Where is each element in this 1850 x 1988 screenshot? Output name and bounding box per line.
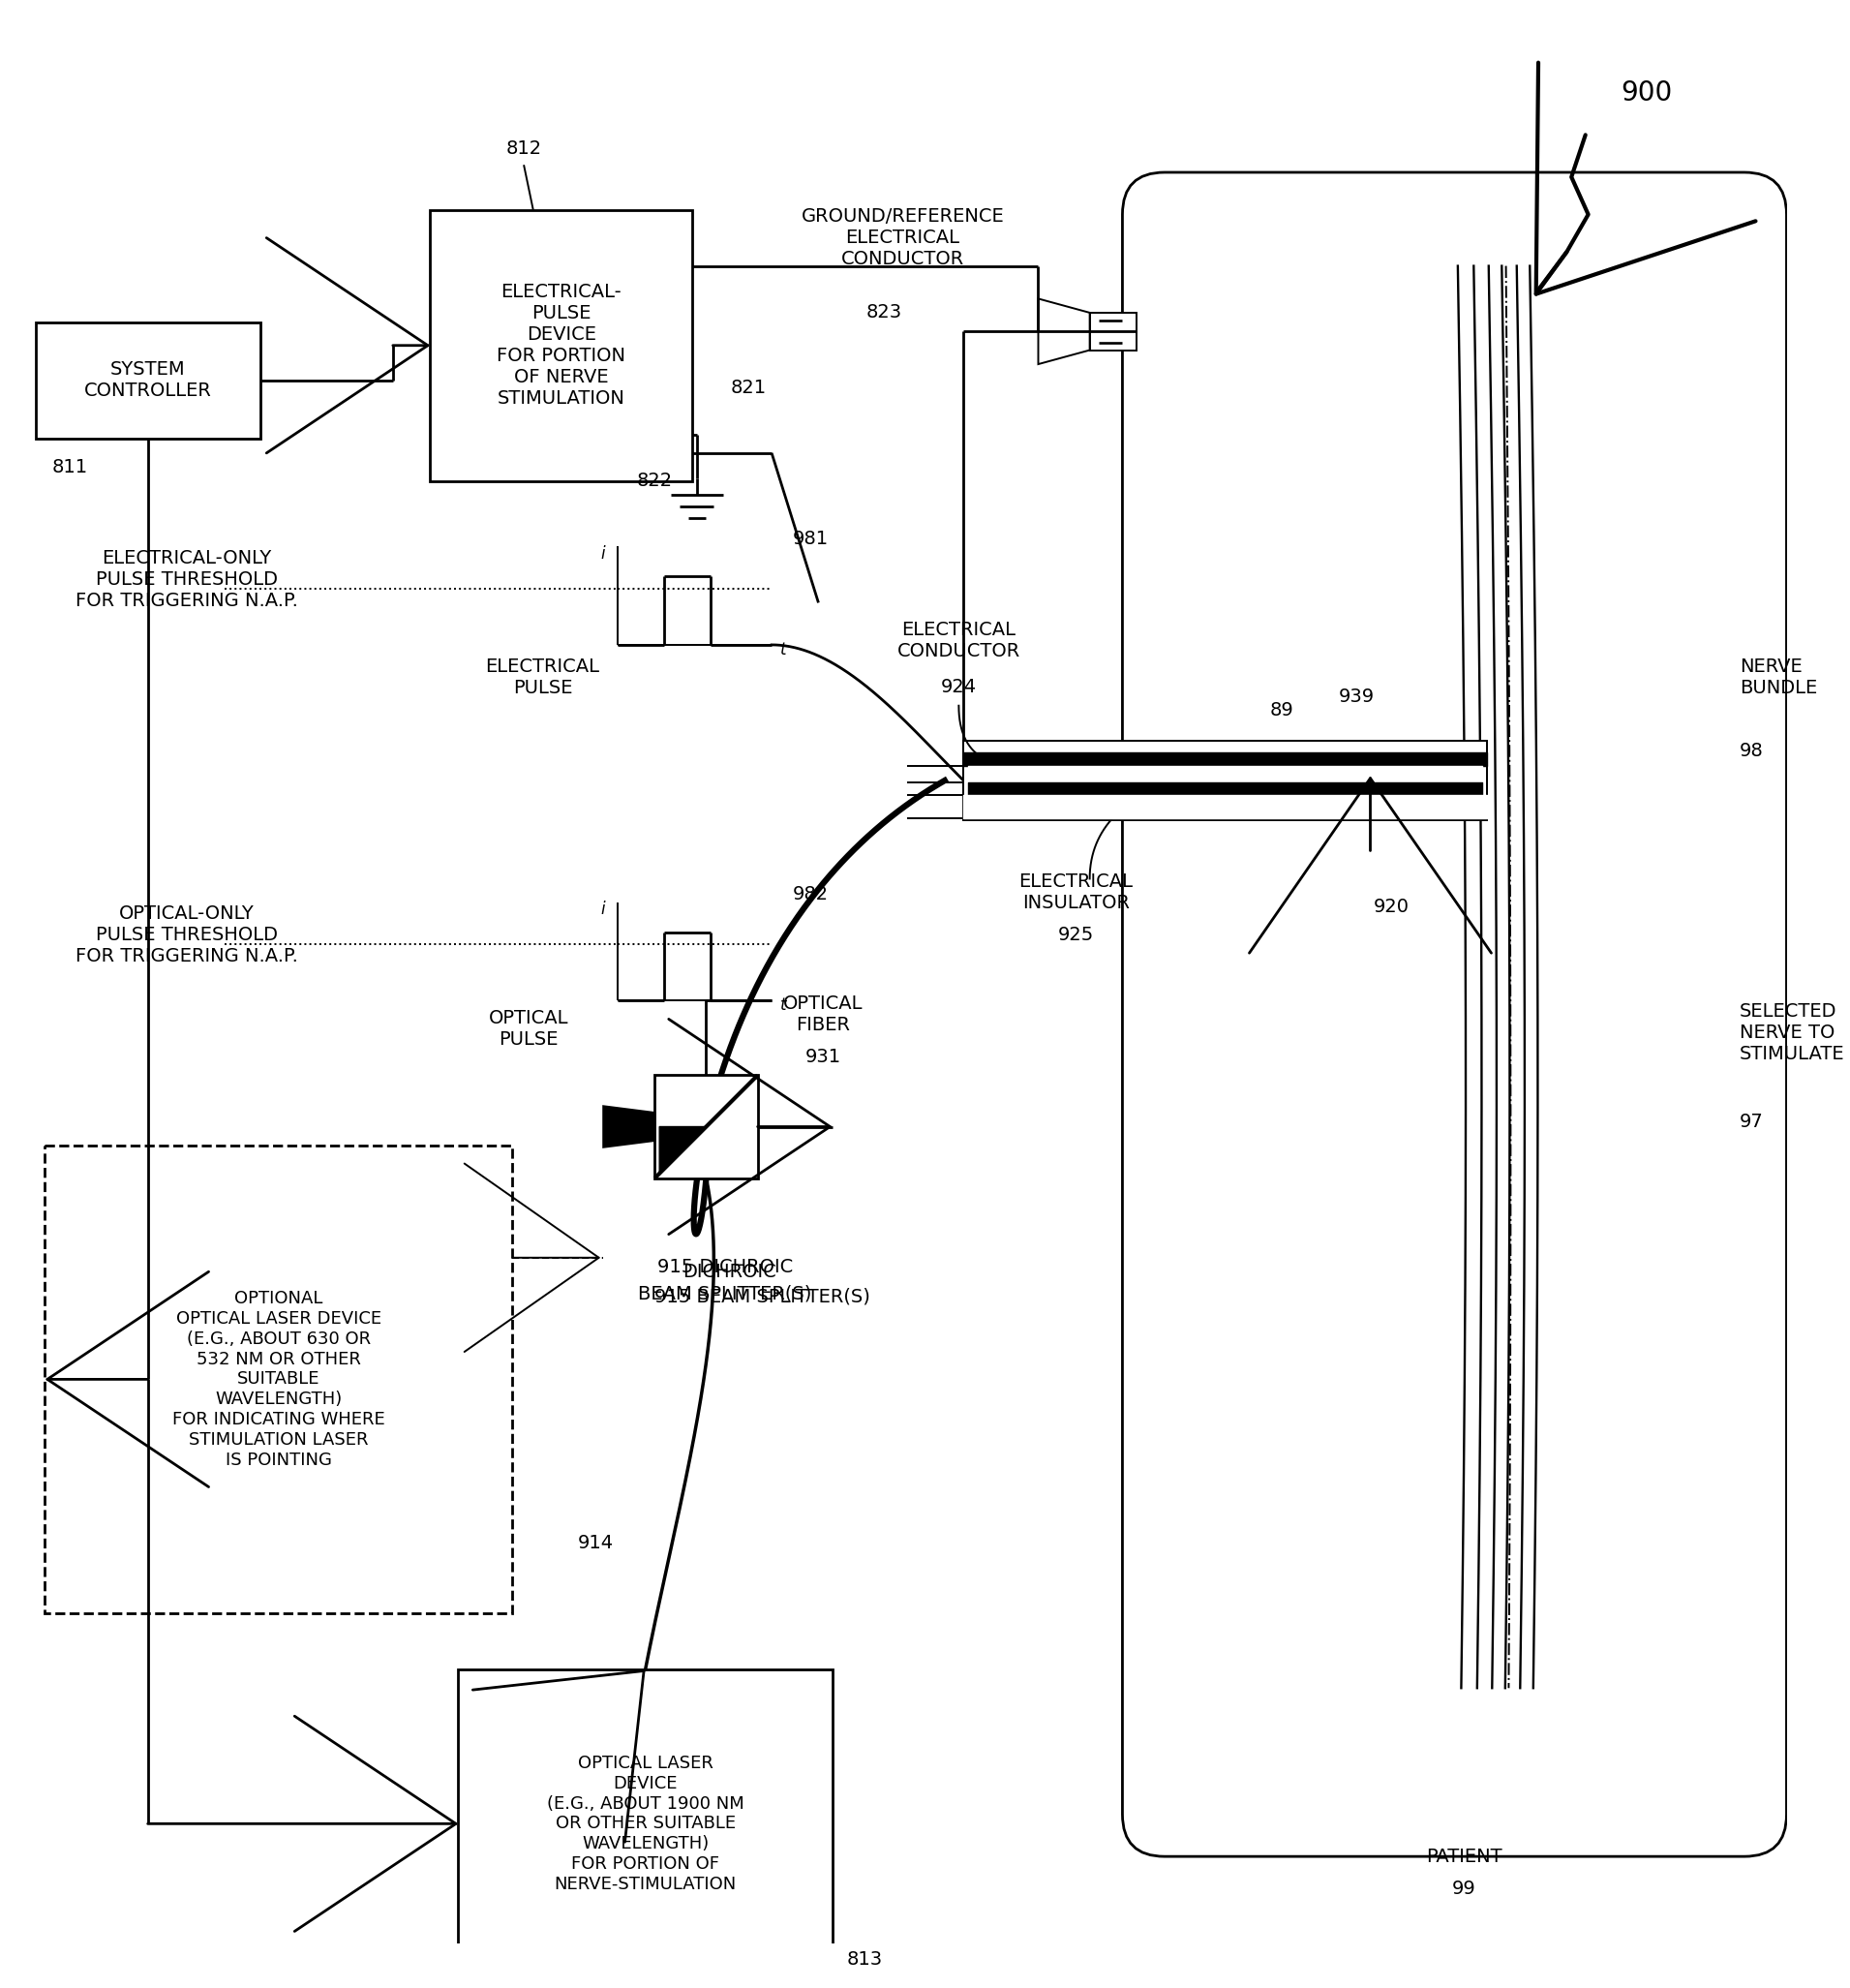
Text: OPTICAL LASER
DEVICE
(E.G., ABOUT 1900 NM
OR OTHER SUITABLE
WAVELENGTH)
FOR PORT: OPTICAL LASER DEVICE (E.G., ABOUT 1900 N… — [548, 1755, 744, 1893]
Text: ELECTRICAL-
PULSE
DEVICE
FOR PORTION
OF NERVE
STIMULATION: ELECTRICAL- PULSE DEVICE FOR PORTION OF … — [498, 282, 625, 408]
Text: 939: 939 — [1338, 688, 1375, 706]
Polygon shape — [603, 1105, 655, 1147]
Text: OPTICAL
PULSE: OPTICAL PULSE — [488, 1008, 568, 1048]
Text: OPTIONAL
OPTICAL LASER DEVICE
(E.G., ABOUT 630 OR
532 NM OR OTHER
SUITABLE
WAVEL: OPTIONAL OPTICAL LASER DEVICE (E.G., ABO… — [172, 1290, 385, 1469]
Text: ELECTRICAL
INSULATOR: ELECTRICAL INSULATOR — [1019, 873, 1132, 912]
Text: t: t — [779, 640, 786, 658]
Text: 822: 822 — [636, 471, 673, 491]
FancyBboxPatch shape — [655, 1076, 758, 1179]
Text: NERVE
BUNDLE: NERVE BUNDLE — [1739, 658, 1817, 698]
FancyBboxPatch shape — [431, 211, 692, 481]
Polygon shape — [659, 1127, 707, 1173]
Text: i: i — [601, 545, 605, 563]
Text: t: t — [779, 996, 786, 1014]
Text: 931: 931 — [805, 1048, 842, 1066]
Text: BEAM SPLITTER(S): BEAM SPLITTER(S) — [638, 1284, 812, 1302]
Text: 98: 98 — [1739, 742, 1763, 759]
Polygon shape — [1038, 298, 1090, 364]
Text: 99: 99 — [1452, 1881, 1476, 1899]
Text: GROUND/REFERENCE
ELECTRICAL
CONDUCTOR: GROUND/REFERENCE ELECTRICAL CONDUCTOR — [801, 207, 1005, 268]
Text: 915 DICHROIC: 915 DICHROIC — [657, 1258, 794, 1276]
Text: 89: 89 — [1269, 702, 1293, 720]
Text: OPTICAL-ONLY
PULSE THRESHOLD
FOR TRIGGERING N.A.P.: OPTICAL-ONLY PULSE THRESHOLD FOR TRIGGER… — [76, 905, 298, 966]
Text: 925: 925 — [1058, 926, 1093, 944]
FancyBboxPatch shape — [459, 1670, 833, 1978]
Text: DICHROIC: DICHROIC — [683, 1262, 777, 1280]
Text: ELECTRICAL
PULSE: ELECTRICAL PULSE — [485, 658, 599, 698]
Text: ELECTRICAL-ONLY
PULSE THRESHOLD
FOR TRIGGERING N.A.P.: ELECTRICAL-ONLY PULSE THRESHOLD FOR TRIG… — [76, 549, 298, 610]
FancyBboxPatch shape — [964, 742, 1487, 819]
FancyBboxPatch shape — [1123, 173, 1787, 1857]
Text: 823: 823 — [866, 304, 903, 322]
FancyBboxPatch shape — [44, 1145, 512, 1612]
Text: 812: 812 — [505, 139, 542, 159]
Text: 900: 900 — [1621, 80, 1672, 107]
Text: 981: 981 — [792, 531, 829, 549]
Text: 811: 811 — [52, 457, 89, 477]
Text: 982: 982 — [792, 885, 829, 905]
Text: 914: 914 — [577, 1535, 614, 1553]
FancyBboxPatch shape — [35, 322, 261, 439]
Text: SYSTEM
CONTROLLER: SYSTEM CONTROLLER — [83, 360, 211, 400]
Text: OPTICAL
FIBER: OPTICAL FIBER — [783, 994, 864, 1034]
Polygon shape — [1090, 312, 1136, 350]
Text: SELECTED
NERVE TO
STIMULATE: SELECTED NERVE TO STIMULATE — [1739, 1002, 1844, 1064]
Text: 920: 920 — [1375, 899, 1410, 916]
Text: 821: 821 — [731, 378, 766, 398]
Text: 97: 97 — [1739, 1113, 1763, 1131]
Text: PATIENT: PATIENT — [1426, 1847, 1502, 1865]
Text: i: i — [601, 901, 605, 918]
Text: ELECTRICAL
CONDUCTOR: ELECTRICAL CONDUCTOR — [897, 620, 1021, 660]
Text: 924: 924 — [942, 678, 977, 696]
Text: 915 BEAM SPLITTER(S): 915 BEAM SPLITTER(S) — [655, 1288, 871, 1306]
Text: 813: 813 — [847, 1950, 882, 1968]
